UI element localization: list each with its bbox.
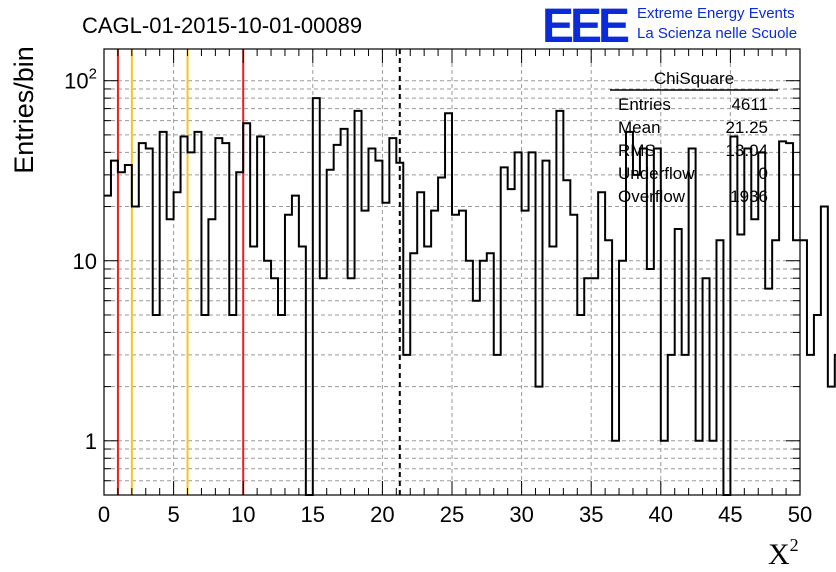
y-tick-label: 10 (73, 249, 97, 274)
x-tick-label: 10 (231, 502, 255, 527)
histogram-outline (104, 97, 836, 496)
x-axis-title-base: X (768, 538, 790, 571)
x-tick-label: 35 (579, 502, 603, 527)
x-tick-label: 0 (98, 502, 110, 527)
chart-title: CAGL-01-2015-10-01-00089 (82, 13, 362, 38)
logo-mark: EEE (542, 0, 629, 53)
stats-row-value: 1936 (730, 187, 768, 206)
x-tick-label: 30 (509, 502, 533, 527)
stats-row-label: Entries (618, 95, 671, 114)
stats-row-label: RMS (618, 141, 656, 160)
x-tick-label: 15 (301, 502, 325, 527)
stats-row-value: 21.25 (725, 118, 768, 137)
logo-line-2: La Scienza nelle Scuole (637, 25, 797, 42)
y-tick-label-base: 10 (73, 249, 97, 274)
stats-row-value: 4611 (731, 95, 768, 114)
eee-logo: EEE Extreme Energy Events La Scienza nel… (542, 0, 797, 53)
stats-row-label: Underflow (618, 164, 695, 183)
x-axis-title-sup: 2 (790, 535, 799, 555)
x-tick-label: 40 (649, 502, 673, 527)
stats-row-label: Mean (618, 118, 661, 137)
y-tick-label-base: 10 (64, 69, 88, 94)
stats-box: ChiSquare Entries 4611 Mean 21.25 RMS 13.04 Und… (610, 69, 778, 206)
logo-line-1: Extreme Energy Events (637, 5, 795, 22)
x-tick-label: 25 (440, 502, 464, 527)
x-tick-label: 20 (370, 502, 394, 527)
y-tick-label: 102 (64, 66, 97, 94)
y-tick-label-base: 1 (85, 429, 97, 454)
stats-box-name: ChiSquare (654, 69, 734, 88)
x-tick-label: 50 (788, 502, 812, 527)
x-tick-label: 45 (718, 502, 742, 527)
x-tick-label: 5 (167, 502, 179, 527)
y-tick-label-sup: 2 (89, 66, 97, 83)
y-tick-label: 1 (85, 429, 97, 454)
x-axis-title: X2 (768, 535, 799, 571)
stats-row-label: Overflow (618, 187, 686, 206)
y-axis-title: Entries/bin (9, 46, 39, 174)
stats-row-value: 13.04 (725, 141, 768, 160)
stats-row-value: 0 (759, 164, 768, 183)
